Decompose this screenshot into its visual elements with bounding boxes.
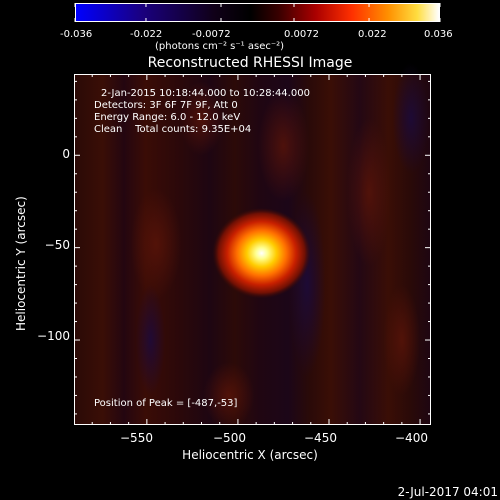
chart-title: Reconstructed RHESSI Image xyxy=(147,55,353,71)
annotation-detectors: Detectors: 3F 6F 7F 9F, Att 0 xyxy=(94,100,238,111)
image-blotch xyxy=(383,284,421,396)
y-tick-label-minus100: −100 xyxy=(37,329,70,343)
image-blotch xyxy=(130,188,182,300)
image-blotch xyxy=(179,81,224,156)
image-blotch xyxy=(203,362,255,429)
x-tick-label-minus400: −400 xyxy=(395,431,428,445)
colorbar-ticks xyxy=(74,3,441,22)
x-axis-label: Heliocentric X (arcsec) xyxy=(182,448,318,462)
annotation-algorithm: Clean Total counts: 9.35E+04 xyxy=(94,124,252,135)
image-blotch xyxy=(392,62,430,174)
colorbar-tick-label-4: 0.0072 xyxy=(284,29,319,40)
y-tick-label-minus50: −50 xyxy=(44,238,70,252)
image-blotch xyxy=(347,118,391,267)
plot-frame xyxy=(74,74,431,425)
annotation-energy: Energy Range: 6.0 - 12.0 keV xyxy=(94,112,241,123)
colorbar-tick-label-5: 0.022 xyxy=(358,29,387,40)
colorbar-tick-label-2: -0.022 xyxy=(130,29,163,40)
y-tick-label-0: 0 xyxy=(62,147,70,161)
x-tick-label-minus450: −450 xyxy=(304,431,337,445)
x-tick-label-minus550: −550 xyxy=(120,431,153,445)
colorbar xyxy=(75,3,440,22)
annotation-time-range: 2-Jan-2015 10:18:44.000 to 10:28:44.000 xyxy=(101,88,310,99)
peak-source xyxy=(212,207,311,299)
annotation-peak-position: Position of Peak = [-487,-53] xyxy=(94,398,238,409)
y-axis-label: Heliocentric Y (arcsec) xyxy=(14,196,28,331)
colorbar-units: (photons cm⁻² s⁻¹ asec⁻²) xyxy=(155,41,285,52)
colorbar-tick-label-1: -0.036 xyxy=(60,29,93,40)
image-blotch xyxy=(257,90,309,202)
colorbar-tick-label-3: -0.0072 xyxy=(192,29,231,40)
image-blotch xyxy=(135,284,166,396)
x-tick-label-minus500: −500 xyxy=(213,431,246,445)
footer-date: 2-Jul-2017 04:01 xyxy=(397,485,498,499)
colorbar-tick-label-6: 0.036 xyxy=(424,29,453,40)
